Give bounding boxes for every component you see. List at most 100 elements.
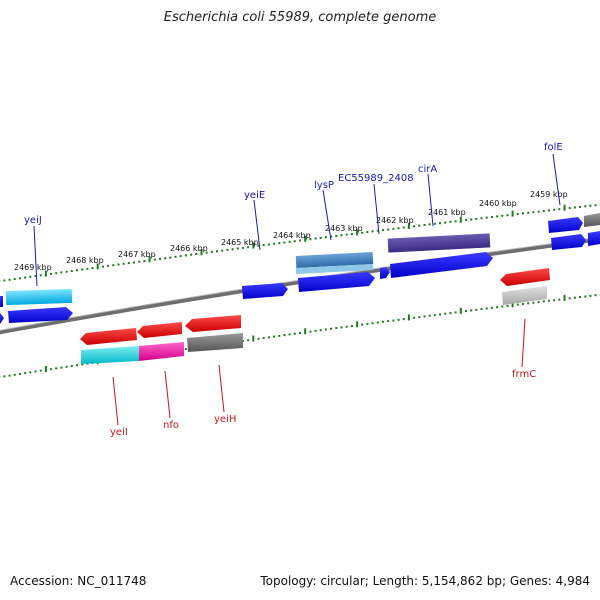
gene-arrow-blue[interactable]: [380, 267, 390, 279]
minor-tick: [247, 246, 250, 249]
minor-tick: [13, 373, 16, 376]
gene-arrow-blue[interactable]: [242, 283, 288, 299]
minor-tick: [267, 336, 270, 339]
major-tick: [304, 328, 307, 335]
minor-tick: [418, 316, 421, 319]
major-tick: [252, 335, 255, 342]
gene-block-gray[interactable]: [187, 333, 243, 352]
gene-arrow-red[interactable]: [500, 268, 550, 286]
gene-arrow-red[interactable]: [80, 328, 137, 345]
minor-tick: [433, 314, 436, 317]
minor-tick: [475, 308, 478, 311]
minor-tick: [247, 339, 250, 342]
minor-tick: [371, 322, 374, 325]
minor-tick: [558, 208, 561, 211]
minor-tick: [278, 242, 281, 245]
minor-tick: [345, 325, 348, 328]
minor-tick: [8, 278, 11, 281]
gene-arrow-blue[interactable]: [0, 313, 4, 324]
minor-tick: [190, 253, 193, 256]
major-tick: [407, 314, 410, 321]
minor-tick: [13, 278, 16, 280]
gene-arrow-blue[interactable]: [390, 252, 493, 278]
leader-nfo: [164, 370, 171, 419]
minor-tick: [589, 294, 592, 297]
minor-tick: [309, 238, 312, 241]
minor-tick: [288, 333, 291, 336]
minor-tick: [257, 244, 260, 247]
minor-tick: [382, 229, 384, 232]
minor-tick: [127, 262, 130, 265]
forward-strand: [0, 213, 600, 324]
leader-cirA: [427, 173, 434, 227]
gene-block-purple[interactable]: [387, 233, 491, 253]
reverse-strand: [80, 268, 550, 364]
minor-tick: [516, 213, 519, 215]
gene-label-yeiJ[interactable]: yeiJ: [24, 215, 42, 226]
minor-tick: [34, 275, 37, 278]
minor-tick: [174, 255, 177, 258]
gene-label-folE[interactable]: folE: [544, 142, 563, 153]
gene-block-teal[interactable]: [81, 346, 139, 364]
minor-tick: [584, 205, 587, 208]
gene-label-frmC[interactable]: frmC: [512, 369, 536, 380]
minor-tick: [86, 267, 89, 270]
minor-tick: [506, 214, 509, 217]
minor-tick: [537, 301, 540, 304]
gene-arrow-blue[interactable]: [0, 296, 3, 307]
gene-label-EC55989_2408[interactable]: EC55989_2408: [338, 173, 414, 184]
major-tick: [304, 235, 307, 242]
minor-tick: [3, 279, 6, 282]
kbp-label: 2469 kbp: [14, 263, 52, 272]
label-leaders: [33, 153, 561, 426]
gene-block-lightgray[interactable]: [502, 286, 547, 305]
minor-tick: [470, 309, 473, 312]
gene-block-gray[interactable]: [584, 213, 600, 227]
minor-tick: [392, 319, 395, 322]
gene-block-magenta[interactable]: [139, 342, 184, 361]
gene-label-nfo[interactable]: nfo: [163, 420, 179, 431]
gene-block-cyan[interactable]: [5, 288, 73, 306]
gene-block-steel-light[interactable]: [295, 263, 374, 274]
minor-tick: [293, 240, 296, 243]
gene-label-cirA[interactable]: cirA: [418, 164, 437, 175]
gene-label-lysP[interactable]: lysP: [314, 180, 334, 191]
minor-tick: [490, 216, 493, 218]
minor-tick: [184, 254, 187, 257]
minor-tick: [376, 321, 379, 324]
gene-label-yeiE[interactable]: yeiE: [244, 190, 265, 201]
gene-arrow-red[interactable]: [185, 315, 241, 332]
gene-arrow-blue[interactable]: [548, 217, 583, 233]
minor-tick: [221, 249, 224, 252]
minor-tick: [428, 223, 431, 226]
minor-tick: [397, 227, 400, 230]
gene-arrow-red[interactable]: [137, 322, 182, 338]
minor-tick: [205, 251, 208, 254]
kbp-label: 2463 kbp: [325, 224, 363, 233]
kbp-label: 2465 kbp: [221, 238, 259, 247]
minor-tick: [501, 305, 504, 308]
major-tick: [252, 242, 255, 249]
gene-arrow-blue[interactable]: [551, 234, 586, 250]
minor-tick: [267, 243, 270, 246]
minor-tick: [465, 219, 467, 222]
minor-tick: [8, 374, 11, 377]
gene-label-yeiH[interactable]: yeiH: [214, 414, 236, 425]
minor-tick: [387, 320, 390, 323]
minor-tick: [195, 253, 198, 255]
gene-arrow-blue[interactable]: [588, 231, 600, 246]
gene-label-yeiI[interactable]: yeiI: [110, 427, 128, 438]
gene-block-steel[interactable]: [295, 251, 374, 268]
minor-tick: [568, 297, 571, 300]
position-labels: 2469 kbp 2468 kbp 2467 kbp 2466 kbp 2465…: [14, 190, 568, 272]
minor-tick: [55, 367, 58, 370]
major-tick: [148, 256, 151, 263]
gene-arrow-blue[interactable]: [298, 272, 375, 292]
minor-tick: [29, 275, 32, 278]
gene-arrow-blue[interactable]: [8, 307, 73, 323]
minor-tick: [319, 329, 322, 332]
minor-tick: [314, 329, 317, 332]
minor-tick: [366, 231, 369, 233]
major-tick: [511, 301, 514, 308]
